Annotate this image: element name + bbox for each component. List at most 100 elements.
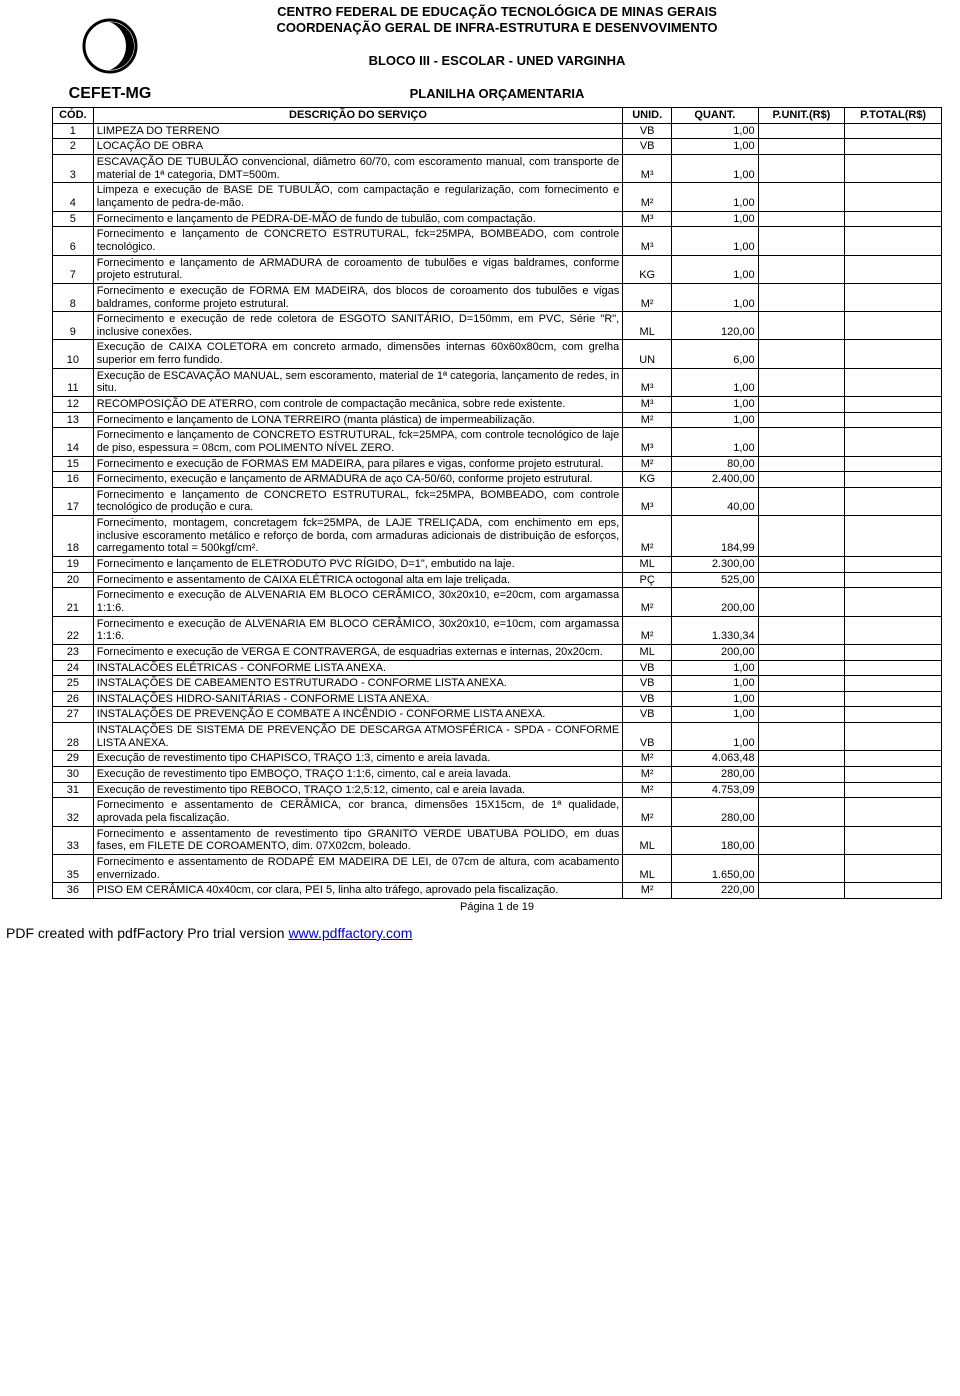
cell-cod: 15 (53, 456, 94, 472)
table-row: 12RECOMPOSIÇÃO DE ATERRO, com controle d… (53, 397, 942, 413)
cell-quant: 1,00 (672, 123, 759, 139)
cell-unid: ML (623, 312, 672, 340)
table-row: 33Fornecimento e assentamento de revesti… (53, 826, 942, 854)
header-line-3: BLOCO III - ESCOLAR - UNED VARGINHA (52, 53, 942, 68)
cell-desc: Fornecimento e lançamento de CONCRETO ES… (93, 428, 623, 456)
cell-desc: INSTALAÇÕES DE PREVENÇÃO E COMBATE A INC… (93, 707, 623, 723)
cell-ptot (845, 183, 942, 211)
cell-punit (758, 588, 845, 616)
cell-unid: M³ (623, 428, 672, 456)
cell-ptot (845, 516, 942, 557)
cell-desc: INSTALACÕES ELÉTRICAS - CONFORME LISTA A… (93, 660, 623, 676)
cell-unid: M³ (623, 397, 672, 413)
cell-punit (758, 428, 845, 456)
cell-ptot (845, 691, 942, 707)
cell-cod: 24 (53, 660, 94, 676)
cell-quant: 1,00 (672, 283, 759, 311)
cell-cod: 6 (53, 227, 94, 255)
cell-punit (758, 255, 845, 283)
cell-cod: 13 (53, 412, 94, 428)
cell-desc: PISO EM CERÂMICA 40x40cm, cor clara, PEI… (93, 883, 623, 899)
cell-cod: 21 (53, 588, 94, 616)
cell-ptot (845, 854, 942, 882)
cell-cod: 23 (53, 644, 94, 660)
cell-unid: M² (623, 283, 672, 311)
cell-cod: 26 (53, 691, 94, 707)
cell-ptot (845, 428, 942, 456)
cell-desc: Fornecimento e execução de FORMA EM MADE… (93, 283, 623, 311)
cell-ptot (845, 751, 942, 767)
cell-cod: 33 (53, 826, 94, 854)
table-row: 15Fornecimento e execução de FORMAS EM M… (53, 456, 942, 472)
cell-unid: M³ (623, 368, 672, 396)
cell-desc: Fornecimento e lançamento de LONA TERREI… (93, 412, 623, 428)
cell-quant: 1,00 (672, 368, 759, 396)
col-unid: UNID. (623, 108, 672, 124)
cell-desc: LIMPEZA DO TERRENO (93, 123, 623, 139)
cell-unid: KG (623, 472, 672, 488)
cell-cod: 4 (53, 183, 94, 211)
cell-cod: 27 (53, 707, 94, 723)
cell-quant: 1,00 (672, 660, 759, 676)
cell-quant: 200,00 (672, 644, 759, 660)
cell-cod: 8 (53, 283, 94, 311)
cell-quant: 1.330,34 (672, 616, 759, 644)
cell-quant: 1,00 (672, 676, 759, 692)
table-row: 30Execução de revestimento tipo EMBOÇO, … (53, 767, 942, 783)
footer-text: PDF created with pdfFactory Pro trial ve… (6, 925, 288, 941)
cell-unid: M² (623, 767, 672, 783)
cell-unid: ML (623, 826, 672, 854)
cell-unid: M² (623, 798, 672, 826)
cell-desc: Fornecimento e execução de FORMAS EM MAD… (93, 456, 623, 472)
table-row: 4Limpeza e execução de BASE DE TUBULÃO, … (53, 183, 942, 211)
cell-ptot (845, 798, 942, 826)
cell-unid: M² (623, 782, 672, 798)
cell-desc: Fornecimento e assentamento de CERÂMICA,… (93, 798, 623, 826)
cell-ptot (845, 397, 942, 413)
cell-punit (758, 751, 845, 767)
cell-desc: Execução de revestimento tipo EMBOÇO, TR… (93, 767, 623, 783)
cell-unid: M² (623, 588, 672, 616)
cell-unid: VB (623, 123, 672, 139)
table-row: 10Execução de CAIXA COLETORA em concreto… (53, 340, 942, 368)
cefet-logo: CEFET-MG (60, 10, 160, 110)
cell-ptot (845, 456, 942, 472)
cell-ptot (845, 572, 942, 588)
cell-punit (758, 676, 845, 692)
cell-punit (758, 412, 845, 428)
cell-ptot (845, 155, 942, 183)
cell-quant: 4.753,09 (672, 782, 759, 798)
header-line-4: PLANILHA ORÇAMENTARIA (52, 86, 942, 101)
cell-ptot (845, 676, 942, 692)
cell-quant: 180,00 (672, 826, 759, 854)
cell-desc: INSTALAÇÕES HIDRO-SANITÁRIAS - CONFORME … (93, 691, 623, 707)
cell-punit (758, 883, 845, 899)
cell-quant: 1,00 (672, 255, 759, 283)
cell-quant: 1,00 (672, 691, 759, 707)
table-row: 22Fornecimento e execução de ALVENARIA E… (53, 616, 942, 644)
cell-desc: Fornecimento e lançamento de ARMADURA de… (93, 255, 623, 283)
table-row: 1LIMPEZA DO TERRENOVB1,00 (53, 123, 942, 139)
cell-quant: 2.400,00 (672, 472, 759, 488)
cell-ptot (845, 616, 942, 644)
cell-punit (758, 782, 845, 798)
page: CEFET-MG CENTRO FEDERAL DE EDUCAÇÃO TECN… (0, 0, 960, 923)
cell-ptot (845, 557, 942, 573)
table-row: 29Execução de revestimento tipo CHAPISCO… (53, 751, 942, 767)
budget-table: CÓD. DESCRIÇÃO DO SERVIÇO UNID. QUANT. P… (52, 107, 942, 899)
cell-punit (758, 312, 845, 340)
header-line-2: COORDENAÇÃO GERAL DE INFRA-ESTRUTURA E D… (52, 20, 942, 36)
cell-cod: 10 (53, 340, 94, 368)
table-row: 36PISO EM CERÂMICA 40x40cm, cor clara, P… (53, 883, 942, 899)
cell-cod: 11 (53, 368, 94, 396)
cell-unid: ML (623, 644, 672, 660)
cell-punit (758, 456, 845, 472)
table-row: 9Fornecimento e execução de rede coletor… (53, 312, 942, 340)
cell-ptot (845, 139, 942, 155)
footer-link[interactable]: www.pdffactory.com (288, 925, 412, 941)
cell-desc: Fornecimento, montagem, concretagem fck=… (93, 516, 623, 557)
cell-desc: INSTALAÇÕES DE CABEAMENTO ESTRUTURADO - … (93, 676, 623, 692)
cell-desc: Execução de revestimento tipo REBOCO, TR… (93, 782, 623, 798)
cell-punit (758, 826, 845, 854)
cell-desc: Fornecimento e execução de ALVENARIA EM … (93, 616, 623, 644)
